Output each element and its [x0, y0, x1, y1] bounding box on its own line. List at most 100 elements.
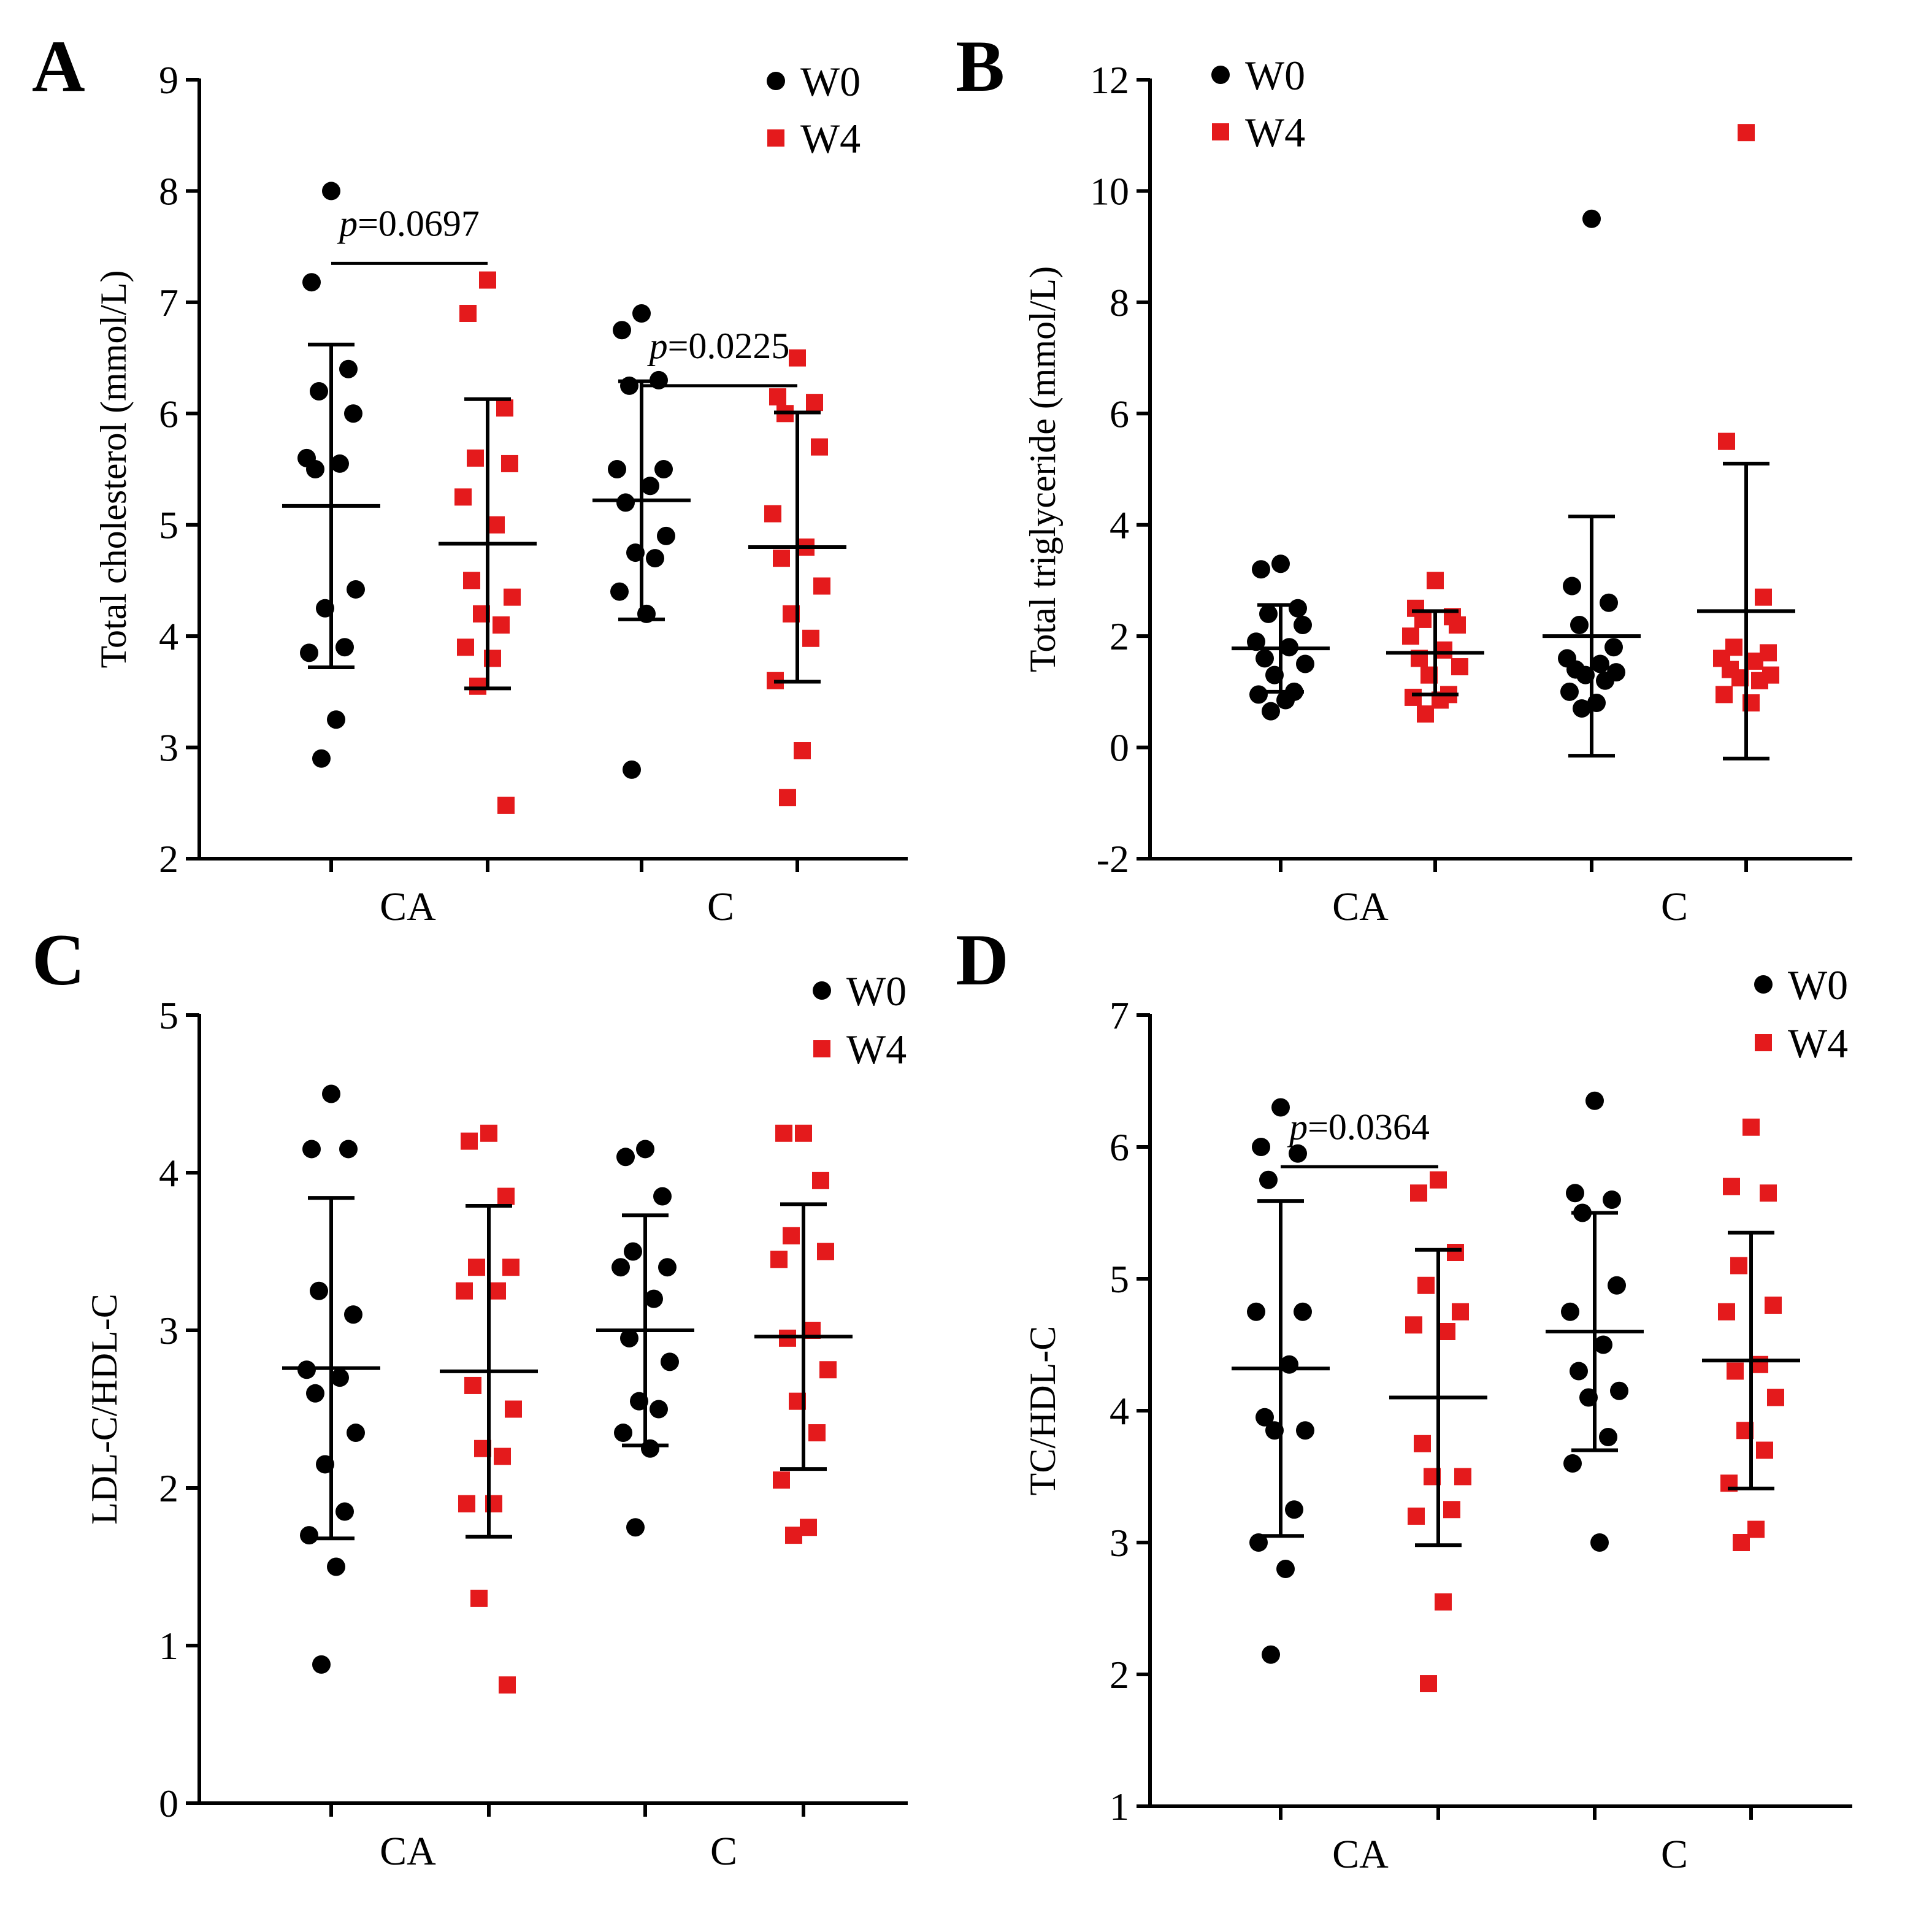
y-axis-label: TC/HDL-C	[1022, 1326, 1063, 1496]
data-point	[302, 1140, 321, 1159]
legend-marker-w0	[1754, 975, 1773, 994]
panel-letter-a: A	[32, 25, 85, 107]
data-point	[783, 1227, 800, 1244]
data-point	[310, 1281, 328, 1300]
data-point	[504, 588, 521, 606]
data-point	[1600, 593, 1618, 612]
data-point	[1746, 652, 1763, 670]
data-point	[650, 1400, 668, 1419]
data-point	[775, 1124, 792, 1142]
data-point	[306, 1384, 324, 1403]
data-point	[1449, 616, 1466, 634]
series-ca-w4	[1386, 572, 1484, 723]
data-point	[300, 643, 318, 662]
data-point	[335, 638, 354, 657]
series-c-w4	[748, 349, 846, 807]
data-point	[1249, 1533, 1268, 1552]
data-point	[1608, 1276, 1626, 1295]
data-point	[1296, 1421, 1314, 1440]
data-point	[1751, 1355, 1768, 1373]
data-point	[1718, 1303, 1735, 1321]
data-point	[331, 454, 349, 473]
data-point	[502, 1259, 519, 1276]
y-tick-label: 1	[1110, 1785, 1129, 1828]
data-point	[468, 1259, 485, 1276]
data-point	[614, 1424, 632, 1443]
data-point	[1402, 627, 1419, 645]
data-point	[1435, 641, 1452, 659]
data-point	[322, 1084, 340, 1103]
data-point	[1760, 1184, 1777, 1202]
data-point	[773, 1471, 790, 1489]
data-point	[1454, 1468, 1471, 1485]
series-ca-w4	[1389, 1171, 1487, 1693]
data-point	[1742, 1118, 1760, 1136]
data-point	[1594, 1335, 1612, 1354]
data-point	[454, 488, 472, 506]
series-ca-w0	[1232, 1098, 1330, 1664]
data-point	[489, 1282, 506, 1300]
y-tick-label: 4	[1110, 1389, 1129, 1433]
series-ca-w0	[1232, 554, 1330, 721]
x-group-label: CA	[1332, 884, 1389, 929]
data-point	[1730, 1257, 1747, 1275]
data-point	[811, 438, 828, 456]
legend-label-w0: W0	[846, 968, 907, 1014]
panel-letter-d: D	[956, 919, 1009, 1000]
legend-label-w0: W0	[1245, 52, 1305, 99]
data-point	[1723, 1178, 1740, 1195]
y-axis-label: LDL-C/HDL-C	[84, 1294, 125, 1525]
data-point	[344, 1305, 362, 1324]
data-point	[456, 1282, 473, 1300]
series-c-w0	[1546, 1091, 1644, 1552]
data-point	[654, 460, 673, 478]
data-point	[1591, 654, 1609, 673]
y-tick-label: 4	[159, 1151, 178, 1195]
data-point	[636, 1140, 654, 1159]
data-point	[1438, 1323, 1455, 1340]
data-point	[785, 1527, 802, 1544]
series-c-w0	[1543, 209, 1641, 758]
data-point	[1599, 1428, 1617, 1446]
data-point	[1590, 1533, 1609, 1552]
data-point	[1435, 1593, 1452, 1611]
data-point	[610, 582, 629, 601]
y-tick-label: 6	[159, 392, 178, 435]
data-point	[1733, 1534, 1750, 1551]
y-tick-label: 3	[1110, 1521, 1129, 1565]
data-point	[1259, 604, 1278, 623]
data-point	[1604, 638, 1623, 657]
data-point	[1755, 588, 1772, 606]
data-point	[800, 1519, 817, 1536]
data-point	[794, 742, 811, 760]
data-point	[1756, 1441, 1773, 1459]
legend-marker-w0	[1211, 66, 1230, 84]
data-point	[494, 1447, 511, 1465]
series-ca-w0	[282, 1084, 380, 1674]
data-point	[331, 1368, 349, 1387]
y-tick-label: 3	[159, 1309, 178, 1352]
data-point	[1603, 1190, 1621, 1209]
x-group-label: C	[1661, 884, 1688, 929]
data-point	[1570, 616, 1589, 634]
data-point	[339, 1140, 358, 1159]
data-point	[616, 493, 635, 512]
series-c-w4	[754, 1124, 853, 1544]
data-point	[469, 677, 486, 695]
data-point	[1563, 577, 1581, 596]
panel-letter-c: C	[32, 919, 85, 1000]
data-point	[458, 1495, 475, 1512]
data-point	[1256, 1408, 1274, 1427]
legend-marker-w4	[1212, 123, 1229, 140]
data-point	[1280, 1355, 1298, 1374]
data-point	[505, 1400, 522, 1418]
x-group-label: C	[710, 1829, 737, 1874]
data-point	[1247, 1302, 1265, 1321]
y-tick-label: 5	[159, 994, 178, 1037]
data-point	[480, 1124, 497, 1142]
panel-a: A 2 3 4 5 6 7 8 9 CA C Total cholesterol (mmol/L) p=…	[32, 25, 908, 929]
series-ca-w4	[439, 271, 537, 814]
